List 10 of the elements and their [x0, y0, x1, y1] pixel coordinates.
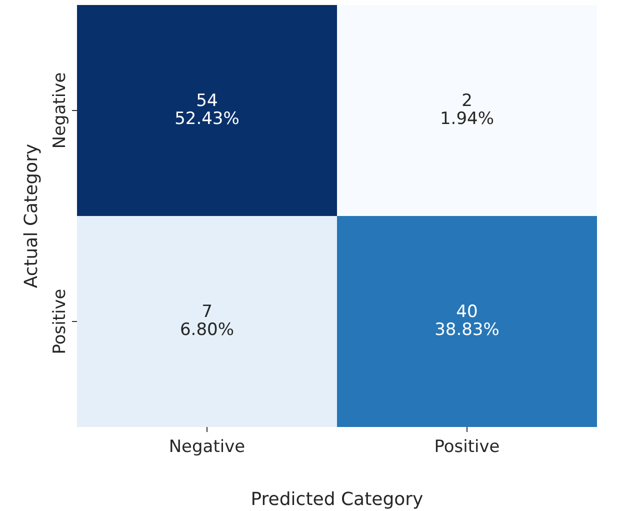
data-label: 40 [456, 302, 478, 322]
annotation: 1.94% [440, 109, 494, 130]
data-label: 2 [462, 91, 472, 112]
y-axis-title: Actual Category [21, 143, 42, 288]
data-label: 7 [202, 302, 212, 322]
annotation: 6.80% [180, 320, 234, 340]
annotation: 52.43% [174, 109, 240, 130]
annotation: 38.83% [434, 320, 500, 340]
x-axis-title: Predicted Category [250, 489, 424, 510]
data-label: 54 [196, 91, 218, 112]
